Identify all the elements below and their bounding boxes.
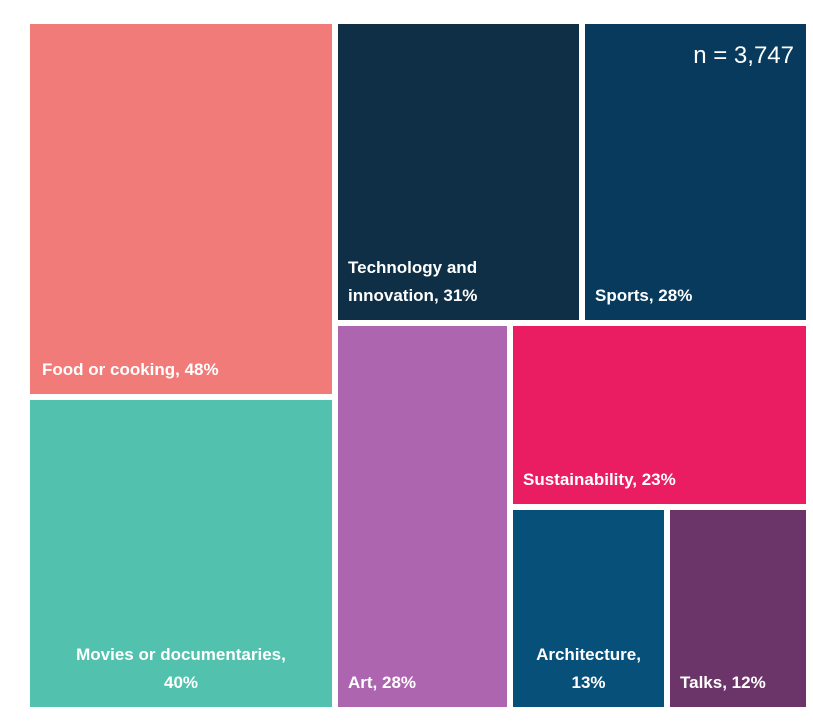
tile-label-art: Art, 28% — [348, 673, 417, 692]
tile-sports: n = 3,747 Sports, 28% — [582, 21, 809, 323]
tile-label-technology: Technology and innovation, 31% — [348, 254, 477, 310]
tile-label-movies: Movies or documentaries, 40% — [30, 641, 332, 697]
tile-technology: Technology and innovation, 31% — [335, 21, 582, 323]
tile-label-movies-line-1: Movies or documentaries, — [76, 645, 286, 664]
tile-food: Food or cooking, 48% — [27, 21, 335, 397]
tile-label-movies-line-2: 40% — [163, 673, 199, 692]
tile-label-architecture: Architecture, 13% — [513, 641, 664, 697]
tile-movies: Movies or documentaries, 40% — [27, 397, 335, 710]
tile-label-sustainability: Sustainability, 23% — [523, 470, 676, 489]
tile-art: Art, 28% — [335, 323, 510, 710]
tile-sustainability: Sustainability, 23% — [510, 323, 809, 507]
sample-size-label: n = 3,747 — [693, 42, 794, 69]
tile-label-architecture-line-1: Architecture, — [536, 645, 641, 664]
tile-label-architecture-line-2: 13% — [571, 673, 606, 692]
tile-label-technology-line-1: Technology and — [348, 258, 478, 277]
tile-label-food: Food or cooking, 48% — [42, 360, 219, 379]
tile-label-talks: Talks, 12% — [680, 673, 766, 692]
tile-label-technology-line-2: innovation, 31% — [348, 286, 478, 305]
tile-architecture: Architecture, 13% — [510, 507, 667, 710]
tile-talks: Talks, 12% — [667, 507, 809, 710]
tile-label-sports: Sports, 28% — [595, 286, 693, 305]
